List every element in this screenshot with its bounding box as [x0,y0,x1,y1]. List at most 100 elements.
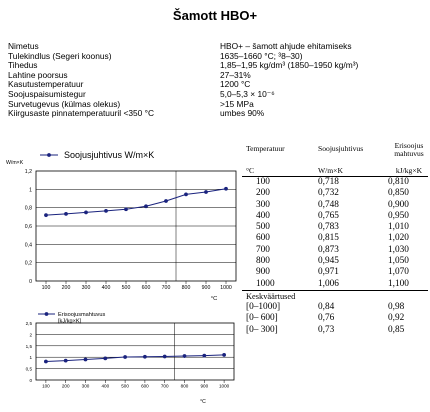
data-point [224,186,228,191]
cell-conductivity: 0,783 [318,222,339,233]
cell-heat-capacity: 0,900 [388,199,409,210]
data-point [202,353,207,358]
table-row: 600 0,815 1,020 [242,233,428,244]
x-tick-label: 100 [42,384,50,389]
heat-capacity-chart: 0 0,5 1 1,5 2 2,5 100 200 300 400 500 600 700 800 900 1… [26,312,235,405]
x-tick-label: 400 [102,285,111,291]
cell-conductivity: 0,748 [318,199,339,210]
cell-heat-capacity: 0,950 [388,210,409,221]
property-value: 1,85–1,95 kg/dm³ (1850–1950 kg/m³) [220,60,359,71]
average-row: [0– 600] 0,76 0,92 [242,313,428,324]
table-row: 300 0,748 0,900 [242,200,428,211]
cell-temperature: 500 [256,222,270,233]
cell-temperature: 400 [256,210,270,221]
cell-heat-capacity: 1,030 [388,244,409,255]
property-name: Kiirgusaste pinnatemperatuuril <350 °C [8,108,155,119]
property-name: Kasutustemperatuur [8,79,84,90]
property-name: Soojuspaisumistegur [8,88,86,99]
data-point [104,208,108,213]
y-axis-label: Erisoojusmahtuvus [kJ/kg×K] [58,312,105,325]
data-point [184,192,188,197]
cell-heat-capacity: 0,850 [388,188,409,199]
cell-heat-capacity: 1,010 [388,222,409,233]
cell-temperature: [0– 600] [246,313,278,324]
x-tick-label: 400 [101,384,109,389]
cell-heat-capacity: 1,100 [388,278,409,289]
x-axis-label: °C [200,399,206,405]
x-tick-label: 800 [182,285,191,291]
properties-list: Nimetus HBO+ – šamott ahjude ehitamiseks … [8,41,426,119]
property-row: Kasutustemperatuur 1200 °C [8,80,426,90]
property-name: Tulekindlus (Segeri koonus) [8,50,112,61]
data-point [44,213,48,218]
x-axis-label: °C [211,296,217,302]
cell-conductivity: 0,76 [318,313,335,324]
table-row: 400 0,765 0,950 [242,211,428,222]
cell-heat-capacity: 0,810 [388,177,409,187]
x-tick-label: 500 [122,285,131,291]
thermal-conductivity-chart: 0 0,2 0,4 0,6 0,8 1 1,2 100 200 300 400 500 600 700 80… [6,150,237,302]
y-tick-label: 0,2 [25,261,32,267]
x-tick-label: 1000 [220,285,232,291]
x-tick-label: 100 [42,285,51,291]
property-value: >15 MPa [220,98,254,109]
data-point [182,354,187,358]
data-point [83,357,88,362]
data-point [123,355,127,359]
legend-marker [47,153,51,157]
data-point [143,354,147,359]
cell-temperature: 800 [256,256,270,267]
data-point [164,199,168,203]
series-line [45,188,227,216]
y-tick-label: 2,5 [26,321,33,326]
table-row: 700 0,873 1,030 [242,245,428,256]
cell-temperature: 200 [256,188,270,199]
average-row: [0–1000] 0,84 0,98 [242,302,428,313]
data-point [222,353,227,357]
property-value: 5,0–5,3 × 10⁻⁶ [220,88,275,99]
cell-conductivity: 0,73 [318,324,335,335]
property-row: Soojuspaisumistegur 5,0–5,3 × 10⁻⁶ [8,88,426,100]
average-row: [0– 300] 0,73 0,85 [242,325,428,336]
plot-area [35,322,235,381]
table-row: 200 0,732 0,850 [242,188,428,199]
property-name: Survetugevus (külmas olekus) [8,98,121,109]
average-rows: [0–1000] 0,84 0,98 [0– 600] 0,76 0,92 [0– 300]… [242,302,428,336]
data-point [204,190,208,194]
property-row: Tulekindlus (Segeri koonus) 1635–1660 °C;… [8,50,426,62]
header-temperature-unit: °C [246,166,255,175]
property-value: 1200 °C [220,79,251,90]
cell-temperature: 100 [256,177,270,187]
cell-conductivity: 0,732 [318,188,339,199]
data-point [103,356,108,361]
property-value: 1635–1660 °C; ³8–30) [220,50,303,61]
properties-table: Temperatuur °C Soojusjuhtivus W/m×K Eris… [242,141,428,336]
cell-temperature: [0– 300] [246,324,278,335]
cell-conductivity: 0,815 [318,233,339,244]
y-tick-label: 1 [29,355,32,360]
property-row: Survetugevus (külmas olekus) >15 MPa [8,98,426,110]
cell-heat-capacity: 1,020 [388,233,409,244]
document-title: Šamott HBO+ [172,8,258,23]
cell-conductivity: 0,873 [318,244,339,255]
data-point [64,212,68,216]
average-label: Keskväärtused [246,291,296,301]
cell-temperature: 700 [256,244,270,255]
x-tick-label: 600 [141,384,149,389]
y-tick-label: 0,5 [26,367,33,372]
table-row: 900 0,971 1,070 [242,267,428,278]
cell-conductivity: 0,971 [318,267,339,278]
cell-conductivity: 0,718 [318,177,339,187]
header-temperature: Temperatuur [246,144,285,153]
data-point [144,204,148,209]
cell-heat-capacity: 0,98 [388,301,405,312]
x-tick-label: 300 [82,384,90,389]
table-row: 1000 1,006 1,100 [242,279,428,290]
y-tick-label: 2 [29,332,32,337]
header-heat-capacity-unit: kJ/kg×K [395,166,423,175]
x-tick-label: 300 [82,285,91,291]
property-row: Kiirgusaste pinnatemperatuuril <350 °C um… [8,109,426,119]
header-heat-capacity: Erisoojus mahtuvus [394,141,424,159]
y-tick-label: 0,6 [25,224,32,230]
cell-temperature: 600 [256,233,270,244]
